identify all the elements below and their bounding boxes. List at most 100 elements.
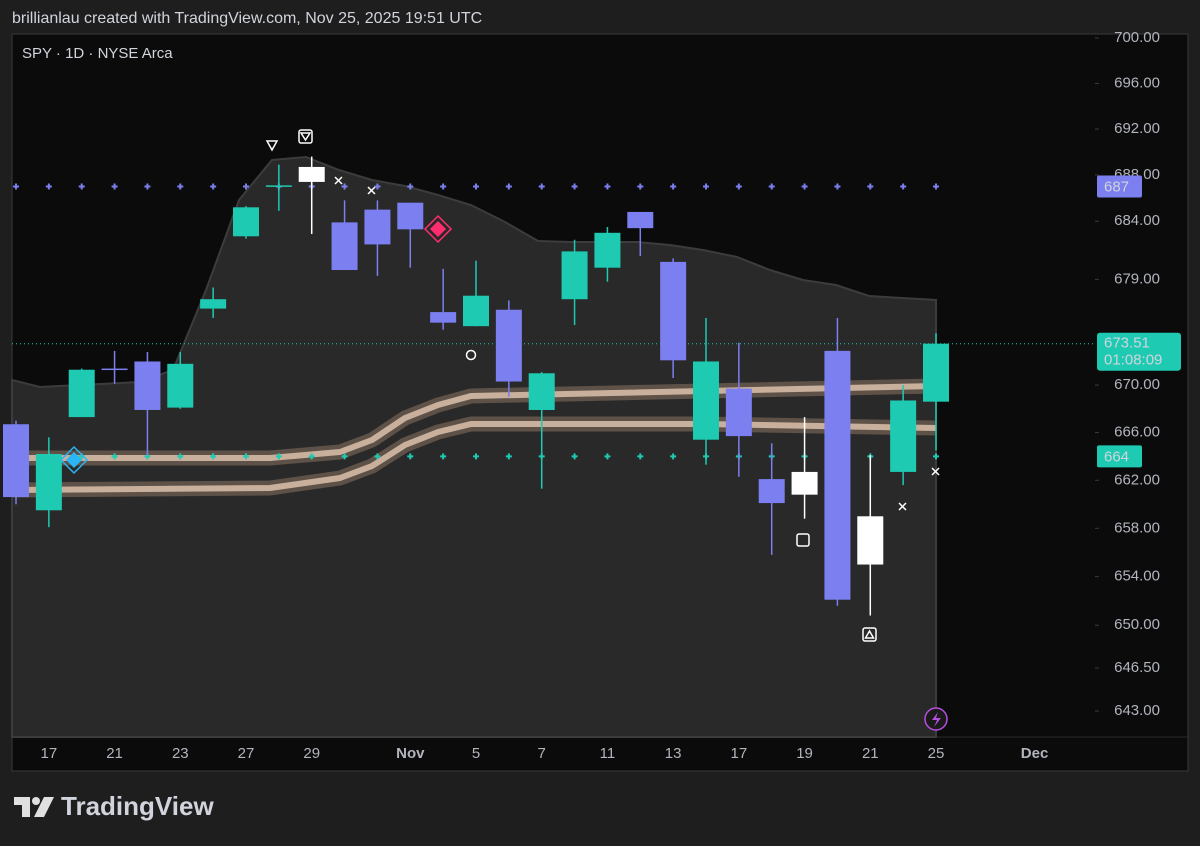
- level-label: 664: [1104, 448, 1129, 465]
- level-dot: [933, 183, 939, 190]
- level-dot: [111, 453, 118, 460]
- level-dot: [571, 183, 578, 190]
- diamond-marker: [430, 221, 446, 237]
- y-tick-label: 662.00: [1114, 471, 1160, 488]
- level-dot: [78, 183, 85, 190]
- candle-body: [200, 299, 227, 309]
- logo-mark: [34, 797, 54, 817]
- level-dot: [834, 183, 841, 190]
- envelope: [11, 155, 937, 738]
- y-tick-label: 650.00: [1114, 616, 1160, 633]
- level-dot: [473, 183, 479, 190]
- marker: [465, 349, 477, 361]
- credit: brillianlau created with TradingView.com…: [12, 10, 482, 27]
- diamond-marker: [423, 214, 453, 244]
- price-label: 673.51: [1104, 335, 1150, 352]
- level-dot: [341, 183, 348, 190]
- y-tick-label: 646.50: [1114, 659, 1160, 676]
- y-tick-label: 696.00: [1114, 74, 1160, 91]
- level-dot: [144, 183, 151, 190]
- level-dot: [933, 453, 939, 460]
- level-label: 687: [1104, 178, 1129, 195]
- diamond-marker: [66, 452, 82, 468]
- level-dot: [440, 453, 447, 460]
- diamond-marker: [59, 445, 89, 475]
- level-dot: [341, 453, 348, 460]
- x-tick-label: 21: [106, 745, 123, 762]
- candle-body: [725, 388, 752, 437]
- level-dot: [440, 183, 447, 190]
- candle-body: [167, 363, 194, 408]
- y-tick-label: 658.00: [1114, 519, 1160, 536]
- y-tick-label: 670.00: [1114, 376, 1160, 393]
- level-dot: [275, 453, 282, 460]
- x-tick-label: 7: [538, 745, 546, 762]
- candle-body: [594, 232, 621, 268]
- x-tick-label: 17: [41, 745, 58, 762]
- x-tick-label: 29: [303, 745, 320, 762]
- candle-body: [364, 209, 391, 245]
- level-dot: [111, 183, 118, 190]
- candle-body: [857, 516, 884, 565]
- candle-body: [397, 202, 424, 230]
- level-dot: [670, 453, 677, 460]
- level-dot: [45, 183, 52, 190]
- candle-body: [430, 312, 457, 323]
- marker: [334, 176, 940, 511]
- signal-markers: [265, 129, 940, 642]
- candle-body: [660, 261, 687, 361]
- candle-body: [495, 309, 522, 382]
- candle-body: [561, 251, 588, 300]
- level-dot: [604, 183, 611, 190]
- y-tick-label: 666.00: [1114, 424, 1160, 441]
- level-dot: [407, 183, 414, 190]
- marker: [796, 533, 810, 547]
- x-tick-label: 25: [928, 745, 945, 762]
- y-tick-label: 700.00: [1114, 29, 1160, 46]
- level-dot: [243, 183, 249, 190]
- candle-body: [331, 222, 358, 271]
- marker: [298, 129, 313, 144]
- level-dot: [308, 453, 315, 460]
- marker: [864, 629, 875, 639]
- candle-body: [298, 166, 325, 182]
- level-dot: [407, 453, 414, 460]
- y-tick-label: 654.00: [1114, 568, 1160, 585]
- candle-body: [627, 211, 654, 229]
- level-dot: [374, 183, 381, 190]
- ribbon: [11, 421, 937, 493]
- level-dot: [243, 453, 249, 460]
- level-dot: [210, 453, 217, 460]
- candle-body: [528, 373, 555, 410]
- level-dot: [571, 453, 578, 460]
- level-dot: [637, 453, 644, 460]
- level-dot: [801, 183, 808, 190]
- chart-title: SPY · 1D · NYSE Arca: [22, 45, 173, 62]
- level-dot: [604, 453, 611, 460]
- y-tick-label: 692.00: [1114, 120, 1160, 137]
- level-dot: [735, 183, 742, 190]
- candle-body: [758, 479, 785, 504]
- candle-body: [68, 369, 95, 418]
- level-dot: [473, 453, 479, 460]
- candle-body: [693, 361, 719, 440]
- level-dot: [505, 183, 512, 190]
- candle-body: [265, 185, 292, 187]
- logo-mark: [32, 797, 40, 805]
- level-dot: [900, 183, 907, 190]
- level-badge: [1097, 445, 1142, 468]
- price-badge: [1097, 332, 1181, 371]
- candle-body: [923, 343, 949, 402]
- level-dot: [703, 183, 709, 190]
- x-tick-label: 5: [472, 745, 480, 762]
- candle-body: [101, 368, 128, 371]
- x-tick-label: 21: [862, 745, 879, 762]
- level-dot: [768, 183, 775, 190]
- x-tick-label: Nov: [396, 745, 425, 762]
- x-tick-label: 23: [172, 745, 189, 762]
- x-tick-label: 13: [665, 745, 682, 762]
- level-dot: [505, 453, 512, 460]
- alert-icon: [932, 712, 941, 727]
- y-tick-label: 679.00: [1114, 270, 1160, 287]
